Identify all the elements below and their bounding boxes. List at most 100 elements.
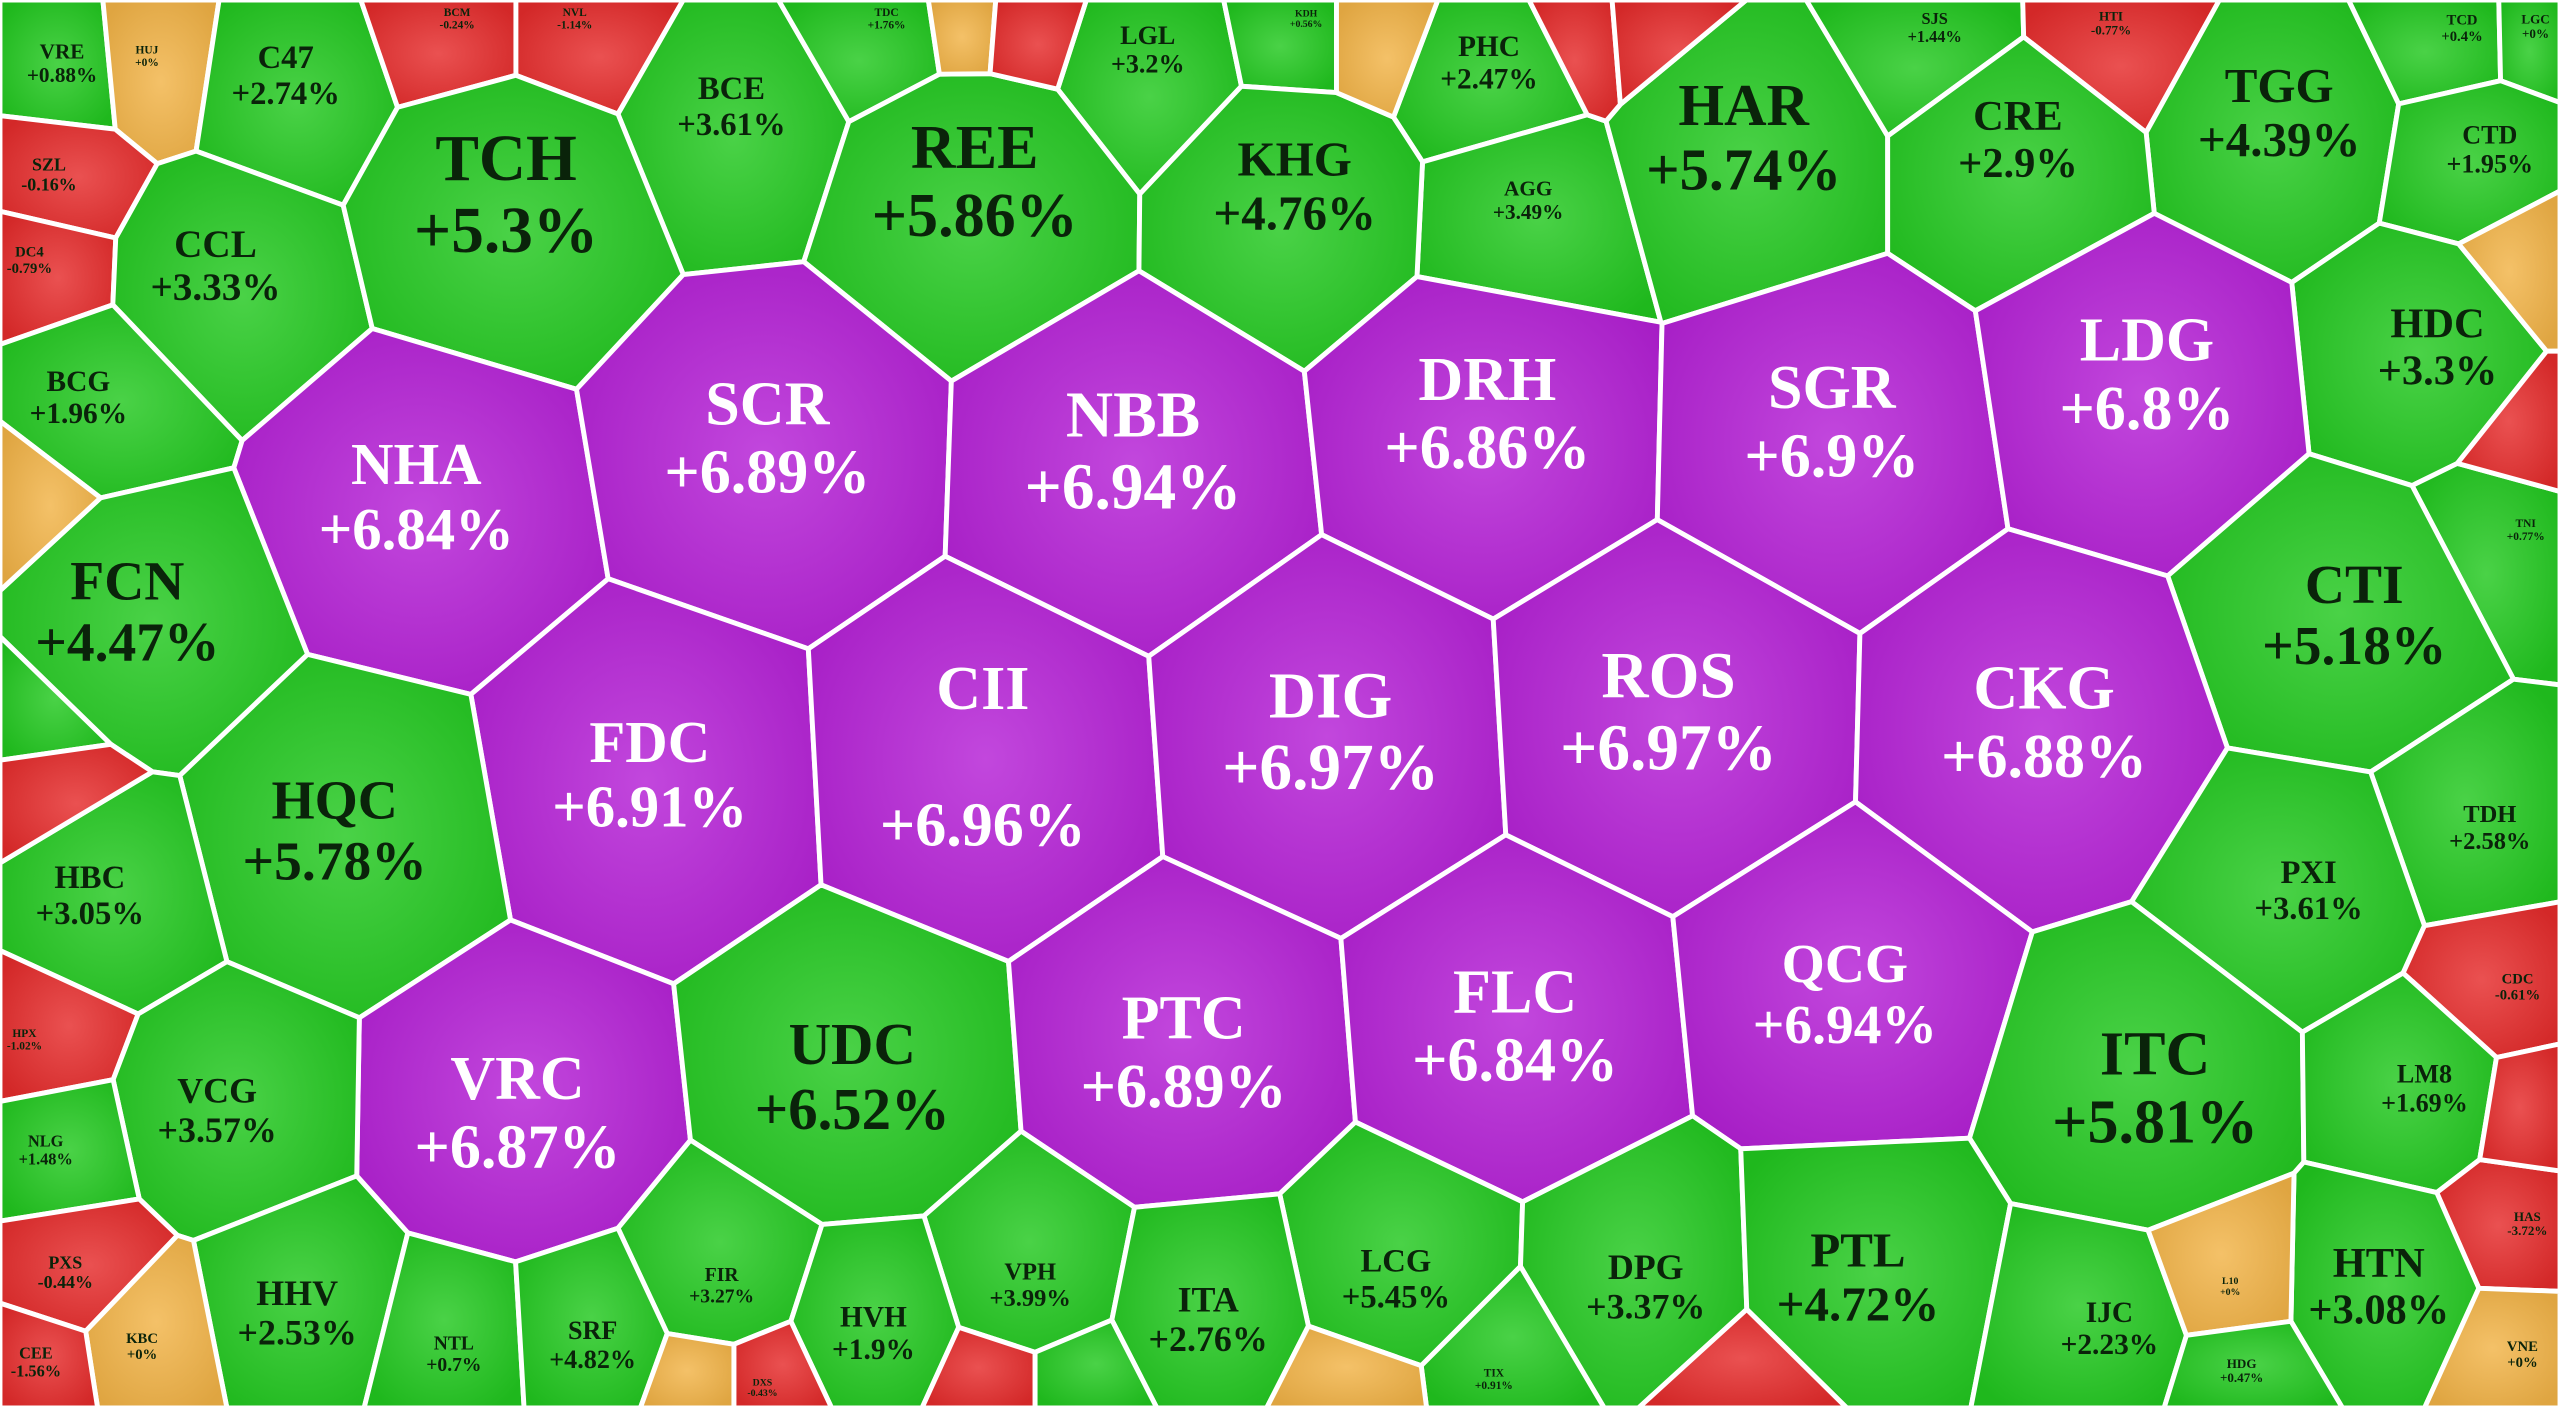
ticker: TNI	[2516, 518, 2537, 530]
change: +6.89%	[1081, 1053, 1287, 1121]
change: -1.02%	[7, 1040, 42, 1052]
ticker: ITC	[2100, 1020, 2210, 1088]
change: +6.96%	[880, 791, 1086, 859]
ticker: LDG	[2080, 307, 2214, 375]
filler-cell	[1264, 1323, 1430, 1408]
change: +5.3%	[414, 195, 598, 267]
stock-cell	[2161, 1318, 2345, 1408]
ticker: DC4	[15, 245, 44, 261]
ticker: SGR	[1768, 354, 1897, 422]
change: +1.48%	[19, 1149, 73, 1168]
ticker: SCR	[705, 370, 830, 438]
ticker: SRF	[568, 1316, 617, 1345]
change: +0.56%	[1290, 19, 1322, 30]
change: +6.86%	[1384, 414, 1590, 482]
ticker: VCG	[177, 1070, 257, 1110]
ticker: PXI	[2280, 855, 2336, 891]
filler-cell	[2477, 1041, 2560, 1174]
ticker: CEE	[19, 1344, 53, 1363]
change: +0%	[135, 57, 159, 69]
ticker: PHC	[1458, 31, 1520, 63]
ticker: FLC	[1453, 958, 1577, 1026]
ticker: DXS	[753, 1377, 773, 1388]
change: -0.77%	[2091, 23, 2131, 38]
ticker: SJS	[1922, 9, 1948, 28]
ticker: HDG	[2227, 1356, 2257, 1371]
change: +4.39%	[2198, 112, 2361, 167]
change: +1.69%	[2381, 1088, 2468, 1117]
change: -0.16%	[21, 174, 76, 194]
change: +5.74%	[1646, 138, 1841, 203]
change: +5.86%	[872, 182, 1078, 250]
change: +3.33%	[150, 266, 280, 309]
ticker: IJC	[2086, 1297, 2133, 1329]
ticker: HBC	[54, 860, 125, 896]
change: +3.37%	[1586, 1286, 1705, 1326]
filler-cell	[1609, 0, 1749, 107]
change: +2.53%	[238, 1313, 357, 1353]
ticker: PTC	[1122, 985, 1246, 1053]
ticker: DIG	[1269, 660, 1392, 732]
change: +6.84%	[319, 497, 514, 562]
change: +0%	[2522, 26, 2549, 41]
change: +6.94%	[1753, 995, 1937, 1056]
ticker: HTI	[2099, 8, 2123, 23]
change: +6.87%	[415, 1113, 621, 1181]
ticker: LGL	[1120, 21, 1175, 50]
change: +1.44%	[1908, 27, 1962, 46]
ticker: FDC	[589, 710, 710, 775]
change: +4.82%	[549, 1345, 636, 1374]
ticker: HUJ	[136, 45, 159, 57]
ticker: L10	[2222, 1276, 2238, 1287]
ticker: VNE	[2507, 1339, 2538, 1355]
change: +6.8%	[2059, 375, 2234, 443]
ticker: KDH	[1295, 8, 1318, 19]
ticker: BCG	[47, 366, 111, 398]
ticker: NHA	[351, 432, 482, 497]
change: +1.9%	[832, 1334, 915, 1366]
ticker: KBC	[126, 1331, 158, 1347]
ticker: DPG	[1608, 1247, 1684, 1287]
change: +2.47%	[1440, 63, 1538, 95]
ticker: CRE	[1973, 93, 2063, 140]
change: -3.72%	[2507, 1223, 2547, 1238]
ticker: HTN	[2333, 1240, 2425, 1287]
ticker: REE	[911, 114, 1039, 182]
ticker: CTI	[2305, 555, 2404, 616]
change: +6.52%	[755, 1077, 950, 1142]
change: -0.79%	[7, 261, 52, 277]
ticker: FCN	[70, 552, 184, 613]
change: +5.18%	[2262, 616, 2446, 677]
change: +0.77%	[2507, 531, 2545, 543]
ticker: CTD	[2462, 121, 2517, 150]
ticker: NTL	[434, 1333, 474, 1354]
ticker: TCD	[2447, 13, 2478, 29]
filler-cell	[0, 741, 155, 866]
change: -0.24%	[440, 20, 475, 32]
ticker: LM8	[2397, 1060, 2452, 1089]
change: +5.45%	[1342, 1280, 1450, 1316]
change: +3.05%	[36, 896, 144, 932]
filler-cell	[1032, 1317, 1160, 1408]
ticker: FIR	[705, 1265, 740, 1286]
stock-cell	[0, 1300, 101, 1408]
ticker: CII	[936, 655, 1029, 723]
change: +5.78%	[243, 832, 427, 893]
ticker: HHV	[256, 1273, 338, 1313]
ticker: TCH	[435, 123, 577, 195]
ticker: NBB	[1066, 379, 1200, 451]
ticker: SZL	[32, 155, 66, 175]
ticker: PTL	[1810, 1223, 1905, 1278]
ticker: QCG	[1782, 934, 1908, 995]
ticker: CCL	[174, 223, 257, 266]
change: +0.88%	[27, 63, 97, 87]
change: +5.81%	[2052, 1089, 2258, 1157]
ticker: BCM	[444, 7, 471, 19]
change: +2.23%	[2061, 1329, 2159, 1361]
change: +0.91%	[1475, 1380, 1513, 1392]
change: +4.76%	[1213, 185, 1376, 240]
change: +3.99%	[990, 1285, 1071, 1312]
change: +6.97%	[1560, 713, 1777, 785]
change: +0.7%	[426, 1355, 481, 1376]
change: +0.4%	[2441, 29, 2482, 45]
